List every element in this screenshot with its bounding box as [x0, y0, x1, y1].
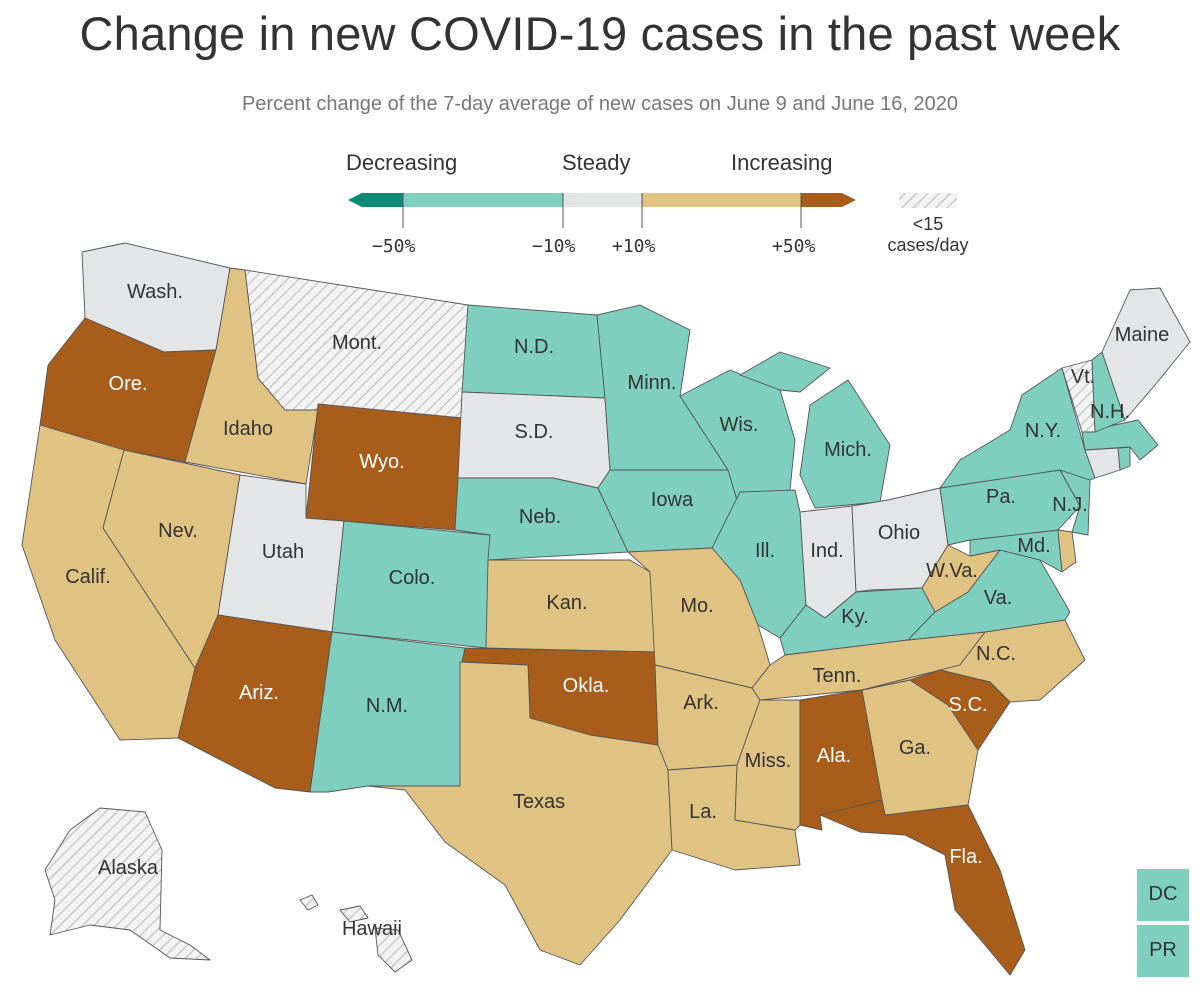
- label-wa: Wash.: [127, 281, 183, 303]
- states: [21, 242, 1191, 976]
- label-ks: Kan.: [546, 592, 587, 614]
- label-az: Ariz.: [239, 682, 279, 704]
- legend-insufficient-line1: <15: [912, 214, 944, 234]
- label-ok: Okla.: [563, 675, 610, 697]
- legend-label-decreasing: Decreasing: [346, 150, 458, 175]
- chart-subtitle: Percent change of the 7-day average of n…: [241, 93, 959, 115]
- label-ne: Neb.: [519, 506, 561, 528]
- label-nh: N.H.: [1090, 401, 1130, 423]
- legend-tick-minus-50: −50%: [372, 236, 416, 257]
- legend-insufficient-label: <15 cases/day: [868, 214, 988, 256]
- label-fl: Fla.: [949, 846, 982, 868]
- label-wy: Wyo.: [359, 451, 404, 473]
- label-ca: Calif.: [65, 566, 111, 588]
- legend-label-increasing: Increasing: [731, 150, 833, 175]
- label-id: Idaho: [223, 418, 273, 440]
- state-me[interactable]: [1101, 287, 1191, 421]
- label-pa: Pa.: [986, 486, 1016, 508]
- dc-label: DC: [1148, 882, 1178, 905]
- state-ne[interactable]: [454, 477, 629, 561]
- legend-swatch-insufficient: [899, 193, 957, 208]
- label-ky: Ky.: [841, 606, 868, 628]
- label-or: Ore.: [109, 373, 148, 395]
- legend-swatch-steady: [563, 193, 642, 207]
- legend-label-steady: Steady: [562, 150, 631, 175]
- label-ar: Ark.: [683, 692, 719, 714]
- label-tx: Texas: [513, 791, 565, 813]
- pr-label: PR: [1149, 938, 1177, 961]
- label-ia: Iowa: [651, 489, 694, 511]
- label-sd: S.D.: [515, 421, 554, 443]
- label-oh: Ohio: [878, 522, 920, 544]
- state-fl[interactable]: [819, 799, 1026, 976]
- state-wi[interactable]: [679, 369, 796, 511]
- label-ga: Ga.: [899, 737, 931, 759]
- legend-swatch-increase: [642, 193, 801, 207]
- label-ak: Alaska: [98, 857, 159, 879]
- label-md: Md.: [1017, 535, 1050, 557]
- label-hi: Hawaii: [342, 918, 402, 940]
- legend-swatch-strong-decrease: [348, 193, 403, 207]
- state-ak[interactable]: [44, 807, 211, 961]
- state-de[interactable]: [1057, 529, 1077, 573]
- label-co: Colo.: [389, 567, 436, 589]
- legend-tick-minus-10: −10%: [532, 236, 576, 257]
- legend-tick-plus-10: +10%: [612, 236, 656, 257]
- label-mn: Minn.: [628, 372, 677, 394]
- legend-swatch-decrease: [403, 193, 563, 207]
- state-or[interactable]: [39, 317, 217, 463]
- label-ut: Utah: [262, 541, 304, 563]
- state-dc-box[interactable]: [1135, 867, 1191, 923]
- legend-insufficient-line2: cases/day: [887, 235, 969, 255]
- state-pr-box[interactable]: [1135, 923, 1191, 979]
- label-vt: Vt.: [1071, 366, 1095, 388]
- label-al: Ala.: [817, 745, 851, 767]
- state-hi[interactable]: [299, 894, 413, 973]
- label-tn: Tenn.: [813, 665, 862, 687]
- state-ri[interactable]: [1117, 446, 1131, 471]
- label-nj: N.J.: [1052, 494, 1088, 516]
- label-mo: Mo.: [680, 595, 713, 617]
- chart-title: Change in new COVID-19 cases in the past…: [79, 7, 1121, 60]
- label-va: Va.: [984, 587, 1013, 609]
- state-tx[interactable]: [367, 661, 673, 966]
- state-labels: Wash. Ore. Calif. Idaho Nev. Mont. Wyo. …: [65, 281, 1169, 940]
- label-mi: Mich.: [824, 439, 872, 461]
- legend-tick-plus-50: +50%: [772, 236, 816, 257]
- label-nd: N.D.: [514, 336, 554, 358]
- label-la: La.: [689, 801, 717, 823]
- label-sc: S.C.: [949, 694, 988, 716]
- label-nm: N.M.: [366, 695, 408, 717]
- label-mt: Mont.: [332, 332, 382, 354]
- label-me: Maine: [1115, 324, 1169, 346]
- label-ny: N.Y.: [1025, 420, 1061, 442]
- label-wv: W.Va.: [926, 560, 978, 582]
- label-il: Ill.: [755, 540, 775, 562]
- legend-swatch-strong-increase: [801, 193, 856, 207]
- label-wi: Wis.: [720, 414, 759, 436]
- label-in: Ind.: [810, 540, 843, 562]
- label-nv: Nev.: [158, 520, 198, 542]
- label-nc: N.C.: [976, 643, 1016, 665]
- label-ms: Miss.: [745, 750, 792, 772]
- legend-bar: [348, 193, 957, 228]
- state-mi-up[interactable]: [739, 351, 831, 393]
